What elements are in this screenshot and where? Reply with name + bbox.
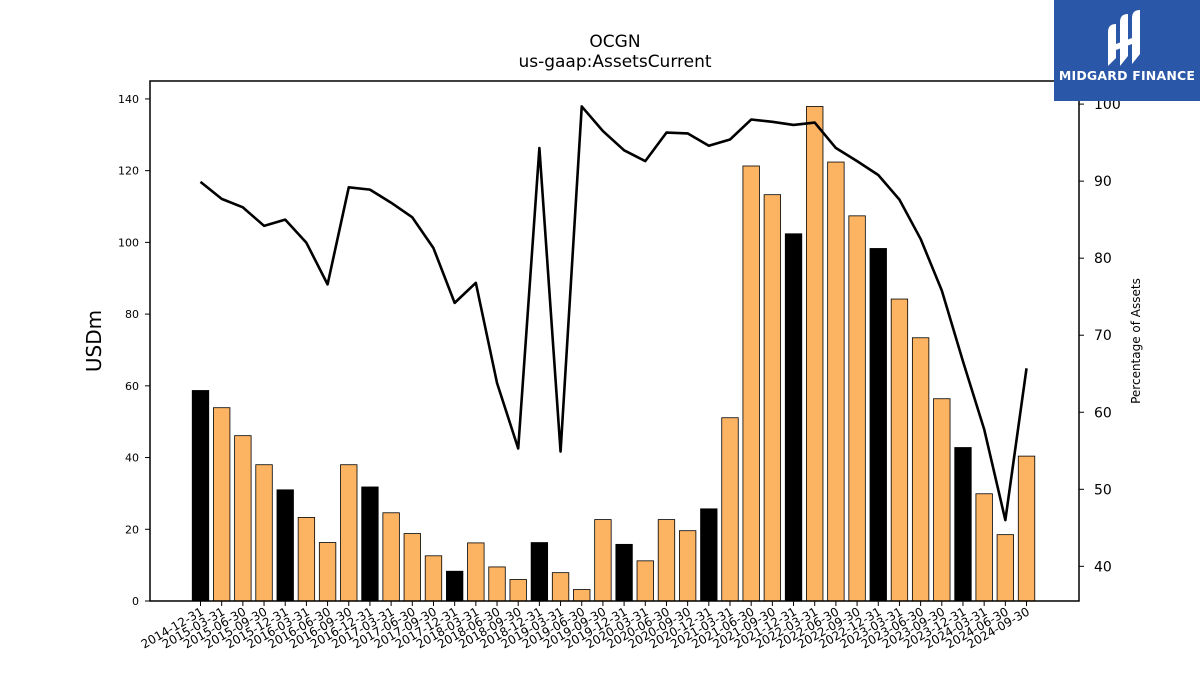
y-tick-label: 40 <box>125 452 139 465</box>
bars-group <box>191 106 1036 602</box>
y-tick-label: 120 <box>118 165 139 178</box>
bar-2020-06-30 <box>657 519 676 602</box>
bar-2016-06-30 <box>318 542 337 602</box>
bar-2024-09-30 <box>1017 455 1036 602</box>
logo-text: MIDGARD FINANCE <box>1058 68 1196 83</box>
bar-2019-09-30 <box>594 519 612 602</box>
midgard-logo-icon <box>1108 10 1140 66</box>
y-right-tick-label: 80 <box>1094 251 1112 267</box>
bar-2015-06-30 <box>234 435 252 602</box>
left-y-axis: 0 20 40 60 80 100 120 140 <box>118 93 150 608</box>
bar-2017-09-30 <box>424 555 443 602</box>
y-tick-label: 60 <box>125 380 139 393</box>
bar-2023-09-30 <box>933 398 951 602</box>
bar-2021-06-30 <box>742 165 760 602</box>
bar-2018-06-30 <box>488 566 506 602</box>
midgard-finance-logo: MIDGARD FINANCE <box>1054 0 1200 101</box>
bar-2019-12-31 <box>615 543 633 602</box>
y-axis-label: USDm <box>82 310 106 372</box>
chart-title: OCGN <box>589 32 641 52</box>
bar-2024-06-30 <box>996 534 1014 602</box>
bar-2021-09-30 <box>763 194 782 602</box>
y-tick-label: 100 <box>118 236 139 249</box>
bar-2018-12-31 <box>530 542 549 602</box>
bar-2020-12-31 <box>700 508 718 602</box>
chart-subtitle: us-gaap:AssetsCurrent <box>518 52 712 72</box>
bar-2016-09-30 <box>340 464 358 602</box>
bar-2023-03-31 <box>890 298 909 602</box>
y-axis-right-label: Percentage of Assets <box>1129 278 1143 404</box>
percentage-line <box>199 105 1028 522</box>
y-right-tick-label: 90 <box>1094 174 1112 190</box>
bar-2017-12-31 <box>446 570 464 602</box>
bar-2024-03-31 <box>975 493 993 602</box>
bar-2019-06-30 <box>573 589 591 602</box>
y-right-tick-label: 70 <box>1094 328 1112 344</box>
y-tick-label: 80 <box>125 308 139 321</box>
y-tick-label: 0 <box>132 595 139 608</box>
bar-2023-06-30 <box>911 337 930 602</box>
line-group <box>199 105 1028 522</box>
y-right-tick-label: 60 <box>1094 405 1112 421</box>
bar-2022-03-31 <box>806 106 824 602</box>
bar-2018-09-30 <box>509 579 527 602</box>
x-axis: 2014-12-312015-03-312015-06-302015-09-30… <box>139 601 1032 651</box>
y-right-tick-label: 50 <box>1094 482 1112 498</box>
right-y-axis: 40 50 60 70 80 90 100 <box>1079 97 1121 575</box>
bar-2022-12-31 <box>869 248 887 602</box>
y-right-tick-label: 100 <box>1094 97 1121 113</box>
bar-2022-09-30 <box>848 215 866 602</box>
plot-frame <box>149 80 1080 602</box>
y-tick-label: 20 <box>125 523 139 536</box>
y-tick-label: 140 <box>118 93 139 106</box>
bar-2014-12-31 <box>191 390 210 602</box>
bar-2019-03-31 <box>551 572 570 602</box>
bar-2016-03-31 <box>297 517 316 602</box>
bar-2022-06-30 <box>827 161 845 602</box>
bar-2021-03-31 <box>721 417 739 602</box>
bar-2023-12-31 <box>954 447 972 602</box>
bar-2016-12-31 <box>361 486 379 602</box>
bar-2017-03-31 <box>382 512 400 602</box>
y-right-tick-label: 40 <box>1094 559 1112 575</box>
bar-2015-03-31 <box>213 407 231 602</box>
bar-2015-09-30 <box>255 464 273 602</box>
bar-2020-03-31 <box>636 560 654 602</box>
bar-2015-12-31 <box>276 489 294 602</box>
bar-2018-03-31 <box>467 542 485 602</box>
bar-2021-12-31 <box>784 233 803 602</box>
bar-2020-09-30 <box>678 530 697 602</box>
bar-2017-06-30 <box>403 533 421 602</box>
